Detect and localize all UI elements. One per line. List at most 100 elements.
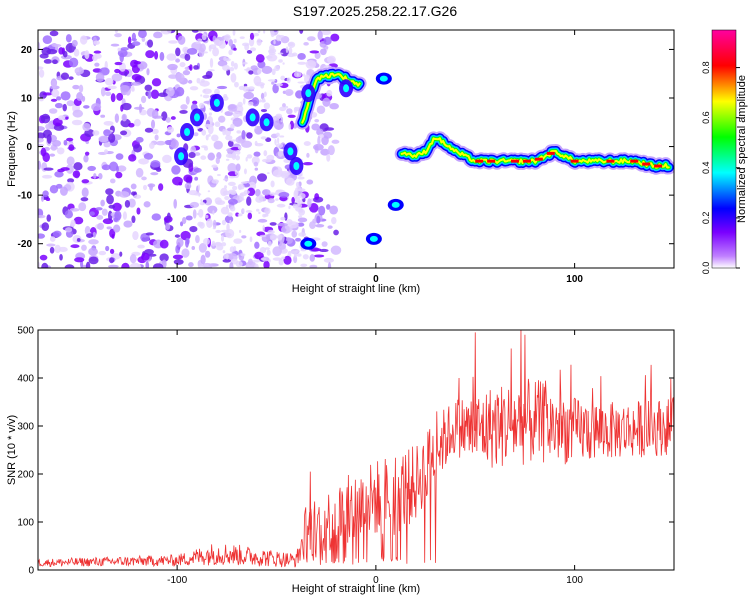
noise-blob	[71, 119, 83, 126]
noise-blob	[132, 230, 139, 241]
noise-blob	[93, 173, 97, 179]
snr-peak	[309, 471, 312, 530]
noise-blob	[297, 222, 305, 227]
spectrogram-x-ticks: -100 0 100	[167, 30, 583, 285]
noise-blob	[285, 46, 289, 54]
noise-blob	[295, 237, 302, 242]
noise-blob	[268, 48, 277, 54]
noise-blob	[313, 143, 324, 151]
noise-blob	[211, 164, 218, 168]
noise-blob	[238, 229, 242, 234]
colorbar-tick-label: 0.0	[701, 262, 711, 275]
noise-blob	[253, 151, 261, 157]
noise-blob	[216, 85, 228, 90]
noise-blob	[70, 219, 76, 227]
noise-blob	[207, 69, 215, 72]
noise-blob	[147, 183, 156, 188]
noise-blob	[52, 59, 58, 65]
noise-blob	[326, 204, 331, 210]
noise-blob	[331, 139, 340, 144]
noise-blob	[159, 253, 169, 262]
noise-blob	[285, 177, 295, 186]
noise-blob	[43, 59, 53, 64]
noise-blob	[227, 212, 233, 217]
noise-blob	[43, 167, 54, 171]
signal-blob	[178, 152, 185, 161]
noise-blob	[53, 124, 65, 131]
noise-blob	[261, 189, 271, 196]
noise-blob	[92, 231, 97, 238]
noise-blob	[261, 158, 272, 163]
noise-blob	[278, 242, 286, 250]
noise-blob	[287, 221, 299, 229]
noise-blob	[58, 47, 64, 55]
noise-blob	[222, 64, 230, 71]
y-tick-label: 10	[21, 94, 33, 105]
noise-blob	[121, 102, 132, 111]
noise-blob	[110, 178, 116, 184]
noise-blob	[98, 135, 109, 143]
noise-blob	[213, 140, 223, 150]
noise-blob	[280, 216, 286, 221]
colorbar-tick-label: 0.4	[701, 162, 711, 175]
noise-blob	[313, 254, 325, 258]
noise-blob	[101, 164, 111, 171]
noise-blob	[280, 75, 286, 81]
noise-blob	[240, 253, 246, 257]
noise-blob	[120, 130, 128, 136]
y-tick-label: 20	[21, 45, 33, 56]
noise-blob	[128, 198, 136, 208]
noise-blob	[150, 172, 159, 176]
colorbar-ticks: 0.0 0.2 0.4 0.6 0.8	[701, 61, 740, 274]
side-feature	[369, 235, 378, 242]
noise-blob	[171, 165, 181, 175]
ridge-peak	[654, 164, 663, 168]
colorbar-tick-label: 0.6	[701, 111, 711, 124]
noise-blob	[97, 222, 105, 231]
noise-blob	[302, 254, 309, 260]
noise-blob	[151, 109, 159, 119]
noise-blob	[278, 59, 283, 63]
noise-blob	[114, 33, 122, 38]
noise-blob	[277, 52, 284, 55]
noise-blob	[117, 47, 121, 52]
noise-blob	[237, 101, 243, 108]
noise-blob	[260, 99, 266, 103]
ridge-peak	[511, 159, 519, 163]
noise-blob	[72, 84, 80, 90]
noise-blob	[52, 140, 62, 147]
noise-blob	[93, 53, 102, 59]
noise-blob	[122, 211, 127, 220]
colorbar-tick-label: 0.8	[701, 61, 711, 74]
noise-blob	[46, 134, 52, 144]
noise-blob	[228, 39, 234, 47]
noise-blob	[233, 47, 237, 51]
noise-blob	[207, 190, 211, 193]
noise-blob	[179, 61, 186, 68]
noise-blob	[241, 130, 246, 140]
noise-blob	[115, 171, 123, 179]
noise-blob	[251, 156, 260, 165]
noise-blob	[224, 195, 230, 201]
noise-blob	[309, 50, 320, 54]
ridge-peak	[487, 159, 496, 163]
x-tick-label: 100	[566, 575, 583, 586]
noise-blob	[300, 248, 307, 252]
noise-blob	[120, 47, 129, 51]
noise-blob	[38, 233, 46, 239]
noise-blob	[223, 253, 229, 259]
noise-blob	[215, 229, 222, 233]
noise-blob	[267, 240, 272, 247]
noise-blob	[81, 187, 89, 198]
noise-blob	[87, 165, 97, 172]
colorbar-label: Normalized spectral amplitude	[736, 75, 748, 223]
noise-blob	[204, 250, 211, 258]
noise-blob	[40, 195, 45, 202]
noise-blob	[175, 244, 180, 254]
noise-blob	[244, 68, 251, 71]
noise-blob	[298, 215, 302, 219]
noise-blob	[268, 52, 276, 56]
noise-blob	[76, 237, 81, 242]
noise-blob	[318, 205, 326, 216]
noise-blob	[41, 262, 49, 268]
